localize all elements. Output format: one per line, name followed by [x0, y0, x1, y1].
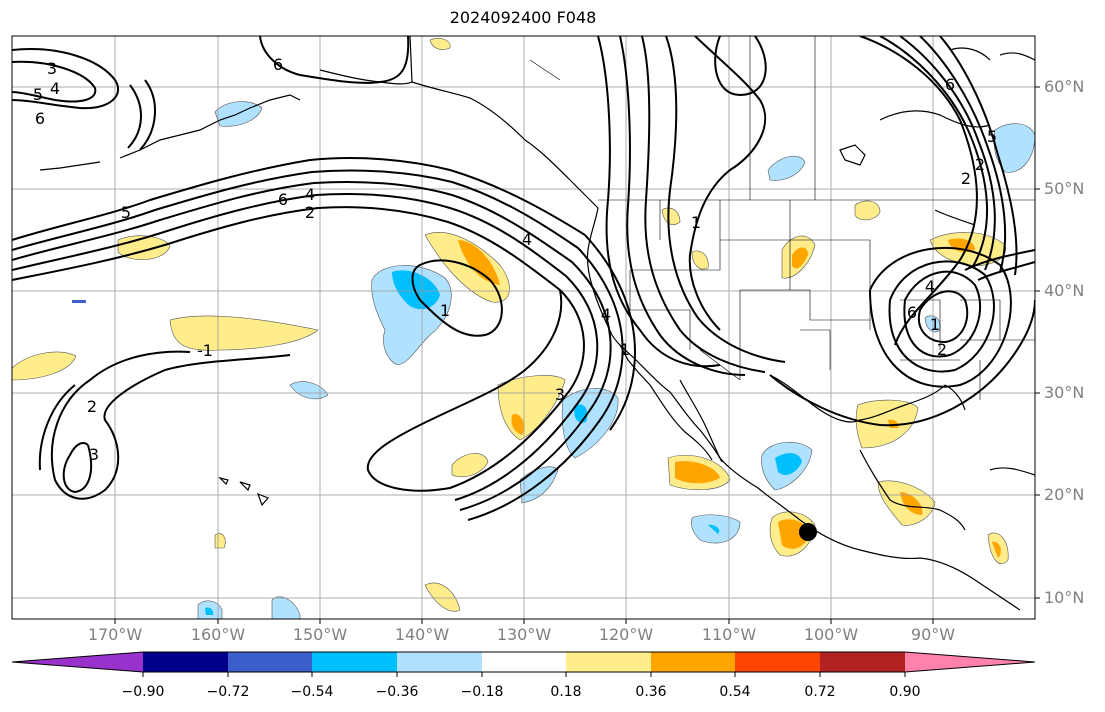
contour-label: 1 — [620, 340, 630, 359]
contour-label: 2 — [975, 155, 985, 174]
lon-label-160w: 160°W — [190, 625, 246, 644]
lon-label-130w: 130°W — [496, 625, 552, 644]
colorbar-segment — [735, 652, 820, 672]
contour-label: 4 — [50, 79, 60, 98]
contour-label: 3 — [89, 445, 99, 464]
colorbar-segment — [143, 652, 228, 672]
contour-label: 1 — [930, 315, 940, 334]
contour-lines — [12, 36, 1035, 521]
colorbar-segment — [651, 652, 735, 672]
colorbar-tick-label: 0.36 — [635, 684, 667, 700]
lon-label-110w: 110°W — [701, 625, 757, 644]
colorbar-tick-label: −0.54 — [290, 684, 334, 700]
forecast-map: 3 4 5 6 6 4 2 5 6 4 2 3 1 1 -1 2 3 4 1 5… — [11, 35, 1040, 624]
contour-label: 4 — [522, 230, 532, 249]
contour-label: 1 — [440, 301, 450, 320]
contour-label: 2 — [937, 340, 947, 359]
colorbar-segment — [905, 652, 1035, 672]
contour-label: 6 — [35, 109, 45, 128]
lon-label-90w: 90°W — [910, 625, 956, 644]
colorbar-segment — [566, 652, 651, 672]
colorbar-tick-label: 0.54 — [719, 684, 751, 700]
lat-label-20n: 20°N — [1044, 485, 1085, 504]
colorbar-segment — [482, 652, 566, 672]
shaded-field — [12, 38, 1035, 619]
colorbar-tick-label: 0.18 — [550, 684, 582, 700]
colorbar-tick-label: 0.90 — [889, 684, 921, 700]
contour-label: 4 — [305, 185, 315, 204]
colorbar-segment — [312, 652, 397, 672]
colorbar-tick-label: −0.72 — [206, 684, 250, 700]
contour-label: 5 — [987, 127, 997, 146]
colorbar-segment — [228, 652, 312, 672]
lat-label-50n: 50°N — [1044, 179, 1085, 198]
colorbar-segment — [12, 652, 143, 672]
colorbar-tick-label: 0.72 — [804, 684, 836, 700]
colorbar-tick-label: −0.18 — [460, 684, 504, 700]
contour-label: 2 — [961, 169, 971, 188]
contour-label: 2 — [305, 203, 315, 222]
lon-label-100w: 100°W — [803, 625, 859, 644]
colorbar-segment — [820, 652, 905, 672]
contour-label: 5 — [121, 203, 131, 222]
lat-label-40n: 40°N — [1044, 281, 1085, 300]
lon-label-170w: 170°W — [87, 625, 143, 644]
contour-label: -1 — [197, 341, 213, 360]
contour-label: 6 — [278, 190, 288, 209]
colorbar-tick-label: −0.90 — [121, 684, 165, 700]
lon-label-150w: 150°W — [292, 625, 348, 644]
colorbar-tick-label: −0.36 — [375, 684, 419, 700]
lon-label-140w: 140°W — [394, 625, 450, 644]
contour-label: 6 — [273, 55, 283, 74]
lat-label-10n: 10°N — [1044, 588, 1085, 607]
contour-label: 5 — [33, 85, 43, 104]
lat-label-30n: 30°N — [1044, 383, 1085, 402]
contour-label: 3 — [555, 385, 565, 404]
colorbar — [11, 651, 1036, 677]
storm-center-dot — [799, 523, 817, 541]
lat-label-60n: 60°N — [1044, 77, 1085, 96]
contour-label: 4 — [925, 277, 935, 296]
colorbar-segment — [397, 652, 482, 672]
contour-label: 2 — [87, 397, 97, 416]
contour-label: 3 — [47, 59, 57, 78]
contour-label: 4 — [601, 305, 611, 324]
lon-label-120w: 120°W — [598, 625, 654, 644]
graticule — [12, 36, 1035, 619]
contour-label: 6 — [907, 303, 917, 322]
contour-label: 1 — [691, 213, 701, 232]
contour-labels: 3 4 5 6 6 4 2 5 6 4 2 3 1 1 -1 2 3 4 1 5… — [33, 55, 997, 464]
contour-label: 6 — [945, 75, 955, 94]
map-title: 2024092400 F048 — [449, 8, 597, 27]
